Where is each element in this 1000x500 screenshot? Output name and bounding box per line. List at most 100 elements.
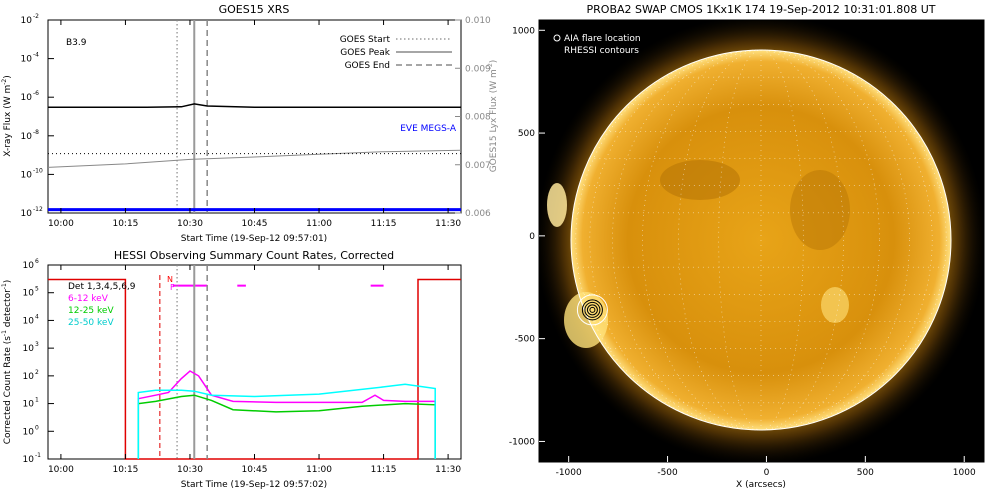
goes-x-tick-label-5: 11:15 xyxy=(371,219,397,229)
swap-y-tick-label-0: 1000 xyxy=(512,26,535,36)
hessi-y-tick-label-4: 10 xyxy=(23,344,35,354)
goes-class-label: B3.9 xyxy=(66,38,87,48)
hessi-y-tick-label-6: 10 xyxy=(23,289,35,299)
flare-marker xyxy=(576,294,608,326)
legend-rhessi: RHESSI contours xyxy=(564,46,639,56)
hessi-series-line-2 xyxy=(137,383,436,459)
goes-x-label: Start Time (19-Sep-12 09:57:01) xyxy=(181,234,327,244)
hessi-x-tick-label-4: 11:00 xyxy=(306,465,332,475)
goes-y2-label: GOES15 Lyx Flux (W m-2) xyxy=(487,60,499,173)
active-region-west xyxy=(821,287,849,323)
legend-goes-peak: GOES Peak xyxy=(340,48,390,58)
goes-marks xyxy=(47,20,462,213)
legend-12-25: 12-25 keV xyxy=(68,306,114,316)
flag-label-f: F xyxy=(170,283,175,292)
heliographic-grid xyxy=(572,49,950,431)
goes-y-tick-exp-3: -6 xyxy=(33,90,39,97)
hessi-marks xyxy=(48,265,461,460)
grid-meridian-5 xyxy=(589,49,933,431)
goes-y2-tick-label-4: 0.010 xyxy=(465,16,491,26)
swap-x-ticks: -1000 -500 0 500 1000 xyxy=(556,456,976,478)
goes-x-tick-label-1: 10:15 xyxy=(112,219,138,229)
hessi-y-tick-label-5: 10 xyxy=(23,316,35,326)
rhessi-contour-1 xyxy=(584,301,601,318)
goes-y2-tick-label-0: 0.006 xyxy=(465,209,491,219)
goes-y2-tick-label-1: 0.007 xyxy=(465,161,491,171)
swap-y-ticks: 1000 500 0 -500 -1000 xyxy=(509,26,545,447)
hessi-x-ticks: 10:00 10:15 10:30 10:45 11:00 11:15 11:30 xyxy=(48,265,461,475)
goes-y-tick-label-5: 10 xyxy=(21,16,33,26)
hessi-y-tick-label-7: 10 xyxy=(23,261,35,271)
goes-x-tick-label-6: 11:30 xyxy=(435,219,461,229)
goes-plot-frame xyxy=(47,19,462,214)
legend-det: Det 1,3,4,5,6,9 xyxy=(68,282,136,292)
swap-y-tick-label-3: -500 xyxy=(515,335,536,345)
hessi-title: HESSI Observing Summary Count Rates, Cor… xyxy=(114,249,394,262)
goes-panel: GOES15 XRS 10:00 10:15 10:30 10:45 11:00 11:1… xyxy=(1,3,499,244)
aia-flare-circle xyxy=(576,294,608,326)
hessi-plot-frame xyxy=(47,264,462,460)
goes-y-tick-label-4: 10 xyxy=(21,55,33,65)
flag-label-n: N xyxy=(167,275,173,284)
hessi-y-tick-label-1: 10 xyxy=(23,427,35,437)
hessi-y-tick-label-3: 10 xyxy=(23,372,35,382)
goes-y-tick-exp-4: -4 xyxy=(33,52,39,59)
hessi-x-label: Start Time (19-Sep-12 09:57:02) xyxy=(181,480,327,490)
legend-goes-end: GOES End xyxy=(345,61,390,71)
hessi-x-tick-label-0: 10:00 xyxy=(48,465,74,475)
hessi-y-tick-label-0: 10 xyxy=(23,455,35,465)
goes-y-label: X-ray Flux (W m-2) xyxy=(1,75,13,156)
rhessi-contour-0 xyxy=(581,299,603,321)
goes-x-tick-label-0: 10:00 xyxy=(48,219,74,229)
hessi-legend: Det 1,3,4,5,6,9 6-12 keV 12-25 keV 25-50… xyxy=(68,282,136,328)
goes-y2-ticks: 0.006 0.007 0.008 0.009 0.010 xyxy=(455,16,491,219)
swap-x-label: X (arcsecs) xyxy=(736,480,786,490)
goes-y2-tick-label-3: 0.009 xyxy=(465,64,491,74)
swap-legend: AIA flare location RHESSI contours xyxy=(553,34,641,56)
hessi-x-tick-label-5: 11:15 xyxy=(371,465,397,475)
rhessi-contour-3 xyxy=(589,306,596,313)
goes-y-tick-label-2: 10 xyxy=(21,132,33,142)
hessi-series-line-0 xyxy=(137,370,436,459)
goes-x-tick-label-3: 10:45 xyxy=(242,219,268,229)
swap-panel: PROBA2 SWAP CMOS 1Kx1K 174 19-Sep-2012 1… xyxy=(509,3,985,490)
hessi-y-label: Corrected Count Rate (s-1 detector-1) xyxy=(1,280,13,445)
grid-meridian-1 xyxy=(718,49,804,431)
goes-y2-tick-label-2: 0.008 xyxy=(465,113,491,123)
swap-y-tick-label-2: 0 xyxy=(529,232,535,242)
hessi-y-tick-exp-6: 5 xyxy=(35,286,39,293)
dark-region-2 xyxy=(790,170,850,250)
swap-x-tick-label-0: -1000 xyxy=(556,468,582,478)
hessi-y-tick-exp-4: 3 xyxy=(35,341,39,348)
legend-aia-symbol xyxy=(553,34,561,42)
legend-goes-start: GOES Start xyxy=(340,35,391,45)
hessi-x-tick-label-6: 11:30 xyxy=(435,465,461,475)
grid-meridian-2 xyxy=(678,49,844,431)
rhessi-contour-2 xyxy=(586,304,598,316)
goes-x-ticks: 10:00 10:15 10:30 10:45 11:00 11:15 11:30 xyxy=(48,20,461,229)
hessi-y-tick-exp-7: 6 xyxy=(35,258,39,265)
swap-image xyxy=(539,20,984,462)
hessi-state-line xyxy=(48,278,461,460)
goes-y-tick-exp-5: -2 xyxy=(33,13,39,20)
swap-x-tick-label-1: -500 xyxy=(657,468,678,478)
goes-y-tick-exp-2: -8 xyxy=(33,129,39,136)
goes-series-line-0 xyxy=(48,103,461,109)
goes-x-tick-label-4: 11:00 xyxy=(306,219,332,229)
grid-meridian-6 xyxy=(575,49,947,431)
goes-legend: GOES Start GOES Peak GOES End xyxy=(340,35,452,71)
swap-title: PROBA2 SWAP CMOS 1Kx1K 174 19-Sep-2012 1… xyxy=(587,3,936,16)
hessi-x-tick-label-3: 10:45 xyxy=(242,465,268,475)
swap-y-tick-label-4: -1000 xyxy=(509,437,535,447)
legend-rhessi-symbol xyxy=(553,46,561,54)
hessi-x-tick-label-2: 10:30 xyxy=(177,465,203,475)
swap-y-tick-label-1: 500 xyxy=(518,129,535,139)
legend-6-12: 6-12 keV xyxy=(68,294,109,304)
hessi-y-tick-exp-0: -1 xyxy=(35,452,41,459)
goes-y-tick-label-1: 10 xyxy=(21,170,33,180)
limb-circle xyxy=(570,49,952,431)
goes-title: GOES15 XRS xyxy=(219,3,290,16)
